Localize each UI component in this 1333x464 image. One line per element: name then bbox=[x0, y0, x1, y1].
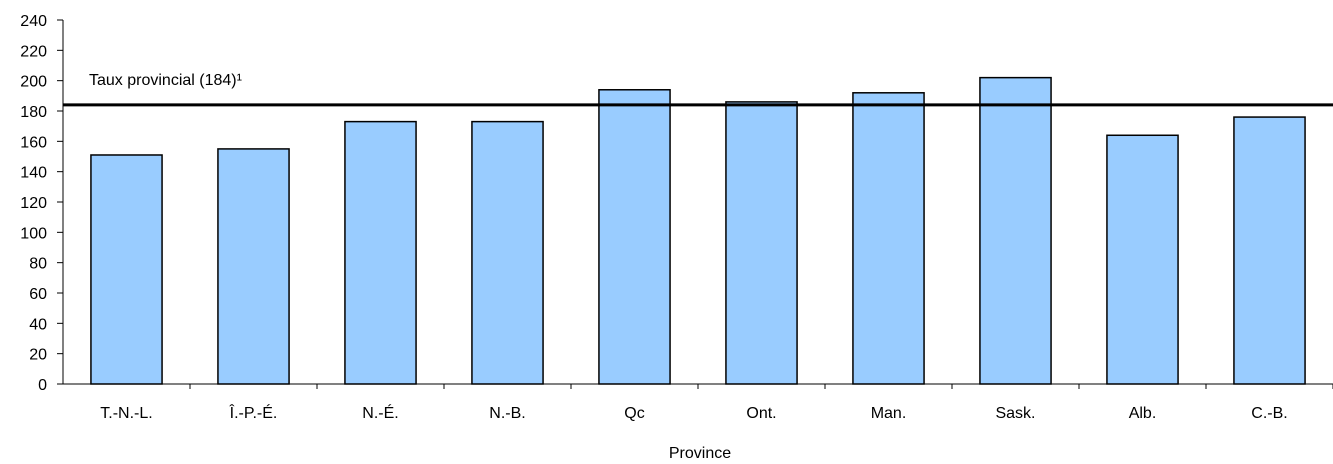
y-tick-label: 80 bbox=[29, 256, 47, 273]
bar bbox=[598, 89, 671, 385]
y-tick-label: 240 bbox=[20, 13, 47, 30]
bar bbox=[1233, 116, 1306, 385]
y-tick-label: 0 bbox=[38, 377, 47, 394]
bar bbox=[979, 76, 1052, 385]
bars bbox=[90, 76, 1306, 385]
y-tick-label: 140 bbox=[20, 165, 47, 182]
y-tick-label: 200 bbox=[20, 74, 47, 91]
x-tick-label: N.-É. bbox=[362, 403, 398, 422]
x-tick-label: Ont. bbox=[746, 405, 776, 422]
x-tick-label: Alb. bbox=[1129, 405, 1157, 422]
x-tick-label: C.-B. bbox=[1251, 405, 1287, 422]
y-tick-label: 60 bbox=[29, 286, 47, 303]
y-axis-ticks: 0 20 40 60 80 100 120 140 160 180 200 220 240 bbox=[20, 13, 63, 394]
x-axis-title: Province bbox=[669, 445, 731, 462]
y-tick-label: 160 bbox=[20, 134, 47, 151]
bar bbox=[852, 92, 925, 385]
bar bbox=[725, 101, 798, 385]
x-tick-label: Qc bbox=[624, 405, 644, 422]
y-tick-label: 220 bbox=[20, 43, 47, 60]
bar bbox=[217, 148, 290, 385]
x-tick-label: Î.-P.-É. bbox=[229, 403, 278, 422]
x-tick-label: Sask. bbox=[995, 405, 1035, 422]
bar bbox=[471, 120, 544, 385]
x-tick-label: T.-N.-L. bbox=[100, 405, 152, 422]
y-tick-label: 100 bbox=[20, 225, 47, 242]
y-tick-label: 120 bbox=[20, 195, 47, 212]
provincial-rate-label: Taux provincial (184)¹ bbox=[89, 72, 242, 89]
y-tick-label: 40 bbox=[29, 316, 47, 333]
x-axis-tick-labels: T.-N.-L. Î.-P.-É. N.-É. N.-B. Qc Ont. Man. Sask… bbox=[100, 384, 1333, 422]
y-tick-label: 180 bbox=[20, 104, 47, 121]
x-tick-label: Man. bbox=[871, 405, 907, 422]
bar bbox=[1106, 134, 1179, 385]
bar bbox=[344, 120, 417, 385]
bar bbox=[90, 154, 163, 385]
y-tick-label: 20 bbox=[29, 347, 47, 364]
x-tick-label: N.-B. bbox=[489, 405, 525, 422]
